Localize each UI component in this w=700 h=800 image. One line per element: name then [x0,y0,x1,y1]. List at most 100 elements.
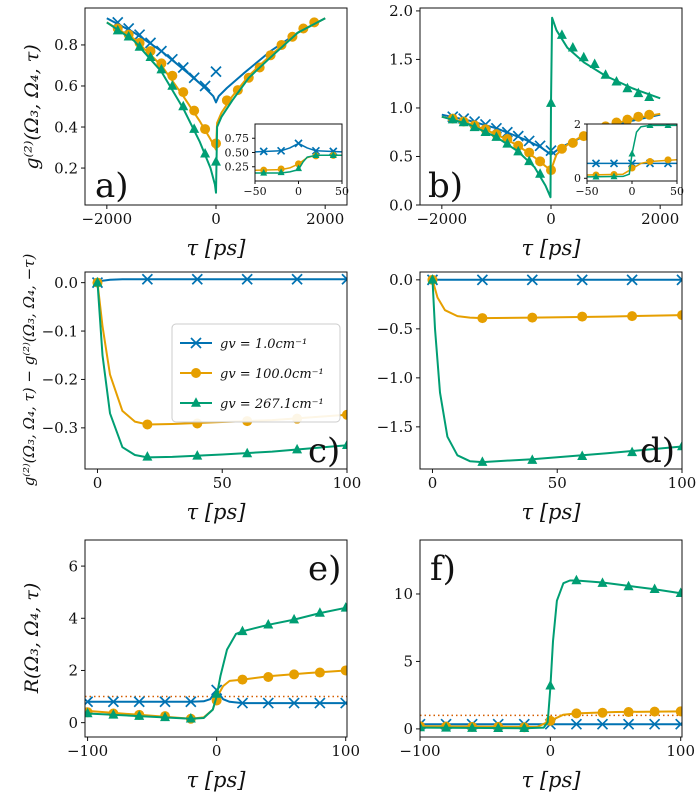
legend-entry: gv = 1.0cm⁻¹ [180,337,307,352]
data-point [649,718,661,730]
y-tick-label: −1.0 [377,369,413,387]
data-point [210,66,222,78]
x-axis-label: τ [ps] [187,768,247,792]
legend-marker [191,397,201,407]
y-tick-label: 0 [574,172,581,185]
data-point [156,58,167,69]
data-point [534,140,546,152]
x-tick-label: −100 [399,742,440,760]
y-tick-label: 0.0 [54,274,78,292]
data-point [221,95,232,106]
data-point [597,577,608,587]
data-point [236,697,249,709]
data-point [633,111,644,122]
data-point [133,29,146,41]
y-tick-label: 0.25 [225,161,250,174]
data-point [311,146,321,155]
y-tick-label: 0.5 [389,148,413,166]
x-axis-label: τ [ps] [187,500,247,524]
y-tick-label: −0.3 [42,419,78,437]
data-point [597,707,608,718]
data-point [644,109,655,120]
data-point [276,39,287,50]
y-tick-label: 0 [403,720,413,738]
panel-e: −100 0 100 0 2 4 6 τ [ps] e) [67,539,360,792]
data-point [263,619,274,629]
inset-a-plot-area [255,139,342,176]
legend-label: gv = 100.0cm⁻¹ [220,367,324,382]
data-point [567,42,578,52]
data-point [591,159,601,168]
data-point [107,696,119,708]
panel-f: −100 0 100 0 5 10 τ [ps] f) [394,539,695,792]
panel-e-plot-area [85,602,347,724]
series-line-3 [420,579,681,730]
data-point [291,273,303,285]
data-point [277,168,285,176]
legend: gv = 1.0cm⁻¹ gv = 100.0cm⁻¹ gv = 267.1cm⁻¹ [171,323,341,423]
panel-label: f) [430,549,456,589]
data-point [513,145,524,156]
data-point [527,454,538,464]
data-point [166,53,178,65]
data-point [592,172,600,180]
series-line-3 [431,279,682,464]
y-axis-label-row2: g⁽²⁾(Ω₃, Ω₄, τ) − g⁽²⁾(Ω₃, Ω₄, −τ) [20,254,38,487]
data-point [477,313,488,324]
data-point [535,168,546,178]
data-point [242,447,253,458]
data-point [156,63,167,74]
data-point [112,24,123,35]
data-point [134,710,145,720]
x-tick-label: 50 [670,185,684,198]
data-point [185,712,196,723]
x-axis-label: τ [ps] [522,236,582,260]
x-tick-label: 0 [93,474,103,492]
x-tick-label: 0 [546,742,556,760]
data-point [675,587,682,598]
data-point [200,124,211,135]
x-tick-label: −100 [67,742,108,760]
data-point [192,450,203,460]
data-point [441,722,452,732]
panel-d: 0 50 100 0.0 −0.5 −1.0 −1.5 τ [ps] d) [377,271,697,524]
data-point [123,30,134,41]
data-point [427,274,438,284]
series-line-2 [431,279,682,320]
data-point [622,718,635,730]
data-point [523,135,535,147]
data-point [188,72,200,84]
data-point [237,625,248,636]
y-tick-label: 10 [394,585,413,603]
legend-entry: gv = 100.0cm⁻¹ [180,367,324,382]
data-point [458,116,469,127]
data-point [577,311,588,322]
data-point [340,697,347,709]
y-tick-label: 0.4 [54,118,78,136]
data-point [85,707,93,718]
x-tick-label: 0 [546,210,556,228]
x-axis-label: τ [ps] [522,768,582,792]
data-point [567,137,578,148]
data-point [265,50,276,61]
data-point [85,696,94,708]
data-point [191,273,203,285]
data-point [145,51,156,61]
data-point [477,456,488,466]
y-tick-label: 1.5 [389,51,413,69]
data-point [556,29,567,39]
data-point [142,419,153,430]
data-point [420,721,425,732]
x-tick-label: −2000 [416,210,467,228]
data-point [476,274,488,286]
data-point [545,679,556,690]
x-tick-label: 0 [295,185,302,198]
x-axis-label: τ [ps] [187,236,247,260]
data-point [646,124,654,128]
data-point [211,688,222,698]
x-tick-label: 100 [666,742,695,760]
x-tick-label: 50 [213,474,232,492]
x-tick-label: 0 [428,474,438,492]
panel-d-plot-area [426,274,682,466]
